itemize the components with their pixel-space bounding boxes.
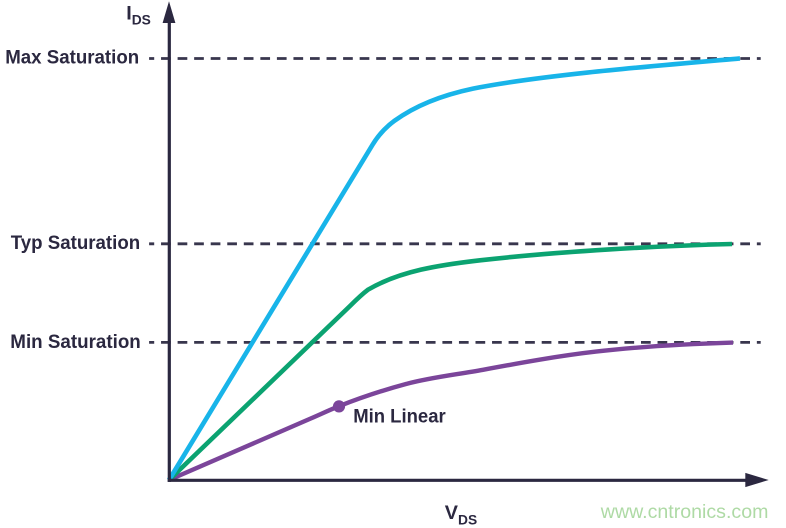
svg-text:www.cntronics.com: www.cntronics.com — [600, 501, 769, 523]
svg-text:Min Saturation: Min Saturation — [10, 332, 141, 353]
svg-text:Typ Saturation: Typ Saturation — [11, 233, 141, 254]
svg-text:IDS: IDS — [126, 2, 151, 27]
svg-text:VDS: VDS — [445, 502, 477, 528]
svg-text:Max Saturation: Max Saturation — [5, 47, 139, 68]
svg-text:Min Linear: Min Linear — [353, 406, 446, 427]
